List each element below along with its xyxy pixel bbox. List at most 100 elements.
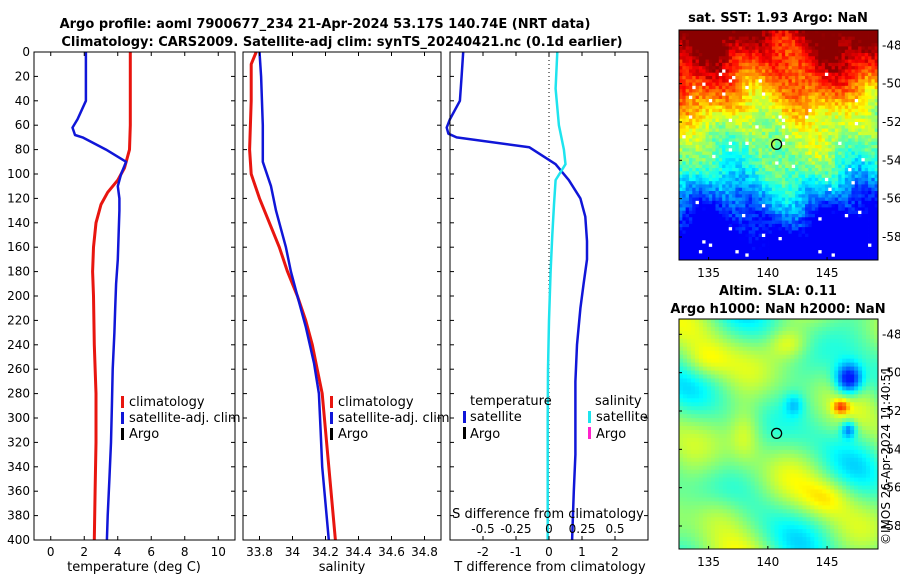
map-cell [698,128,703,133]
map-cell [774,354,779,360]
map-cell [735,59,740,64]
map-cell [791,217,796,221]
map-cell [682,138,687,143]
map-cell [745,105,750,110]
map-cell [735,171,740,175]
map-cell [725,230,730,235]
map-cell [765,148,769,152]
map-cell [844,56,849,60]
map-cell [814,95,819,100]
map-cell [745,200,750,205]
map-cell [854,164,859,169]
map-cell [748,39,753,44]
map-cell [821,256,826,261]
map-cell [679,161,683,166]
map-cell [844,112,849,116]
map-cell [814,145,819,149]
map-cell [848,122,852,126]
map-cell [798,338,803,344]
map-cell [705,43,710,47]
map-cell [715,246,720,251]
map-cell [795,66,799,70]
map-cell [850,334,855,340]
map-cell [775,135,779,139]
map-cell [718,128,723,133]
map-cell [765,92,769,97]
map-cell [745,230,750,235]
map-cell [774,322,779,328]
map-cell [718,72,723,77]
map-cell [791,92,796,97]
map-cell [725,79,730,83]
map-cell [710,346,716,352]
map-cell [814,99,819,103]
map-cell [841,230,846,235]
map-cell [814,326,819,332]
map-cell [805,53,809,57]
map-cell [841,243,846,248]
map-cell [728,233,733,238]
map-cell [710,354,716,360]
map-cell [874,220,879,225]
map-cell [775,230,779,235]
map-cell [834,326,839,332]
map-cell [841,223,846,228]
map-cell [722,233,726,238]
map-cell [794,350,799,356]
map-cell [795,256,799,261]
map-cell [742,79,746,83]
map-cell [725,138,730,143]
map-cell [728,131,733,136]
map-cell [751,131,756,136]
map-cell [795,62,799,67]
map-cell [821,108,826,113]
map-cell [722,62,726,67]
legend-sal-argo-label: Argo [596,427,626,442]
map-cell [824,164,829,169]
map-cell [858,342,863,348]
map-cell [871,171,876,175]
map-cell [858,69,862,74]
map-cell [751,204,756,208]
map-cell [679,49,683,54]
map-cell [718,49,723,54]
map-cell [685,220,690,225]
map-cell [821,125,826,129]
map-cell [725,164,730,169]
map-cell [698,210,703,215]
map-cell [795,59,799,64]
map-cell [725,168,730,172]
map-cell [834,131,839,136]
map-cell [692,33,696,37]
map-cell [755,82,759,87]
map-cell [834,250,839,254]
map-cell [738,30,743,34]
map-cell [788,168,793,172]
map-cell [695,207,700,212]
map-cell [798,59,803,64]
map-cell [748,122,753,126]
map-cell [718,230,723,235]
map-cell [801,230,806,235]
map-cell [831,95,836,100]
map-cell [801,56,806,60]
map-cell [768,184,773,189]
map-cell [831,138,836,143]
map-cell [742,330,748,336]
map-cell [814,85,819,90]
map-cell [834,105,839,110]
map-cell [848,79,852,83]
map-cell [824,66,829,70]
map-cell [828,36,832,41]
map-cell [864,69,869,74]
map-cell [748,191,753,195]
map-cell [688,220,693,225]
map-cell [758,82,763,87]
map-cell [682,200,687,205]
map-cell [695,227,700,231]
map-cell [778,164,783,169]
map-cell [781,174,786,179]
map-cell [848,187,852,192]
map-cell [871,112,876,116]
map-cell [714,358,720,364]
